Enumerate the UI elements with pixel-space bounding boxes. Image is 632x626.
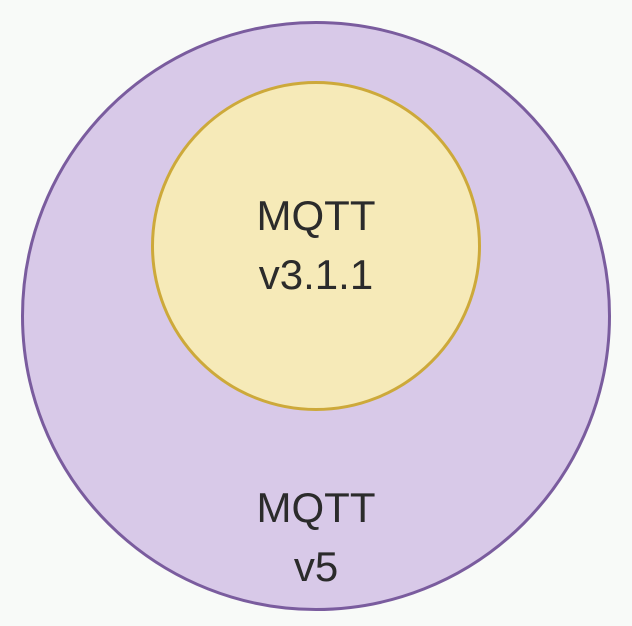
inner-circle-label-line2: v3.1.1 (259, 246, 373, 305)
inner-circle-label-line1: MQTT (257, 187, 376, 246)
inner-circle: MQTT v3.1.1 (151, 81, 481, 411)
outer-circle-label-wrap: MQTT v5 (24, 479, 608, 597)
outer-circle-label-line1: MQTT (24, 479, 608, 538)
outer-circle-label-line2: v5 (24, 538, 608, 597)
